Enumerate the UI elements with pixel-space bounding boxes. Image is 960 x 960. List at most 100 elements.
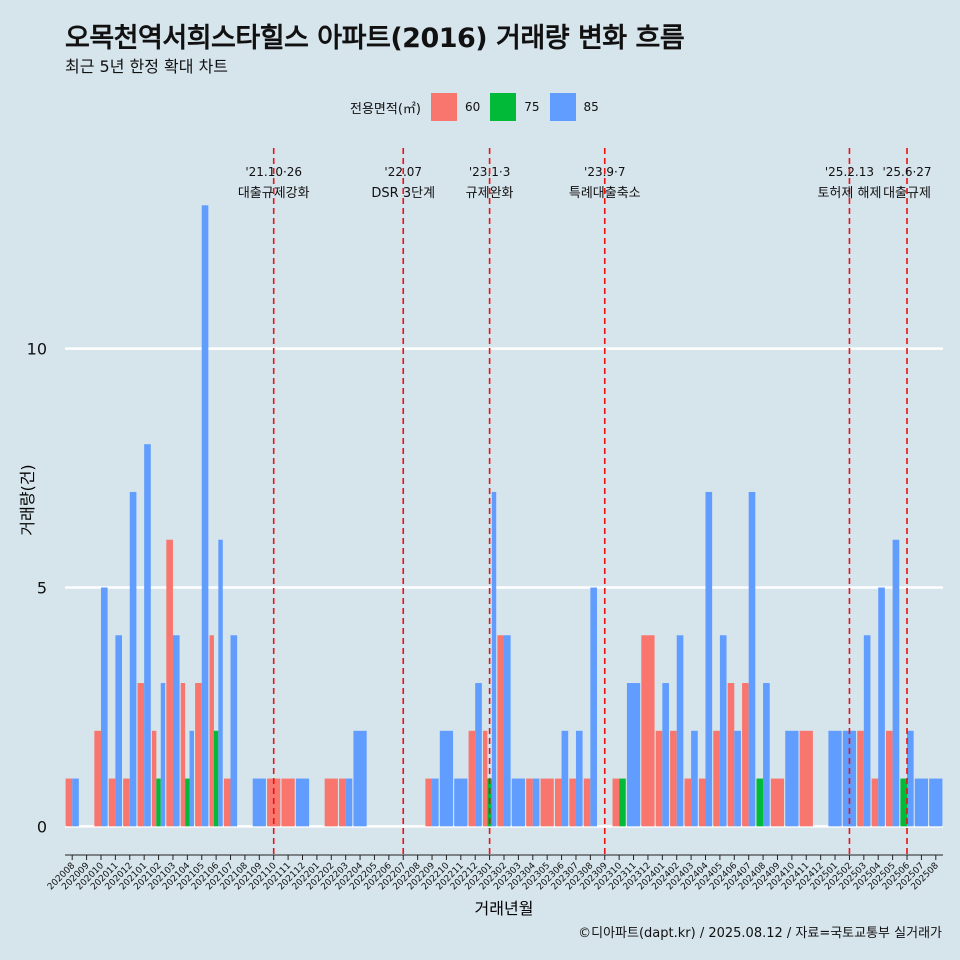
bar-202401-60 [655,730,663,827]
y-axis-title: 거래량(건) [18,464,37,535]
bar-202506-75 [900,778,908,827]
legend-swatch-60 [430,93,457,121]
event-label-202502: 토허제 해제 [817,186,881,201]
bar-202211-85 [454,778,468,827]
bar-202304-60 [526,778,533,827]
bar-202308-85 [590,587,597,827]
bar-202505-85 [892,539,900,827]
bar-202501-85 [828,730,842,827]
event-date-202110: '21.10·26 [245,165,302,179]
event-date-202301: '23.1·3 [469,165,510,179]
bar-202109-85 [252,778,266,827]
event-annotations-layer: '21.10·26 대출규제강화 '22.07 DSR 3단계 '23.1·3 규제완화 '… [238,165,932,201]
bar-202406-85 [734,730,741,827]
bar-202406-60 [727,683,735,827]
bar-202010-60 [94,730,101,827]
bar-202102-85 [160,683,166,827]
bar-202306-60 [554,778,562,827]
x-axis-title: 거래년월 [475,899,534,918]
legend-item-60: 60 [430,93,480,121]
bar-202508-85 [929,778,943,827]
bar-202103-60 [166,539,173,827]
bar-202310-75 [619,778,626,827]
bar-202304-85 [532,778,540,827]
bar-202103-85 [172,635,180,827]
bar-202106-75 [213,730,219,827]
bar-202111-60 [281,778,295,827]
bar-202405-60 [713,730,720,827]
bar-202403-60 [684,778,692,827]
y-tick-label-5: 5 [37,578,47,597]
bar-layer [65,205,943,827]
bar-202308-60 [583,778,591,827]
chart-title: 오목천역서희스타힐스 아파트(2016) 거래량 변화 흐름 [65,23,685,54]
legend-item-85: 85 [549,93,599,121]
bar-202312-60 [641,635,655,827]
event-date-202207: '22.07 [384,165,422,179]
bar-202106-85 [218,539,223,827]
bar-202507-85 [914,778,929,827]
bar-202504-85 [878,587,885,827]
bar-202008-60 [65,778,73,827]
bar-202409-60 [770,778,785,827]
bar-202408-85 [763,683,770,827]
bar-202102-60 [151,730,157,827]
bar-202404-60 [698,778,706,827]
event-label-202506: 대출규제 [883,186,931,201]
bar-202011-85 [115,635,122,827]
bar-202503-60 [857,730,864,827]
bar-202203-60 [339,778,346,827]
bar-202301-85 [491,491,497,827]
bar-202202-60 [324,778,338,827]
bar-202011-60 [108,778,116,827]
bar-202104-85 [189,730,194,827]
bar-202504-60 [871,778,879,827]
bar-202112-85 [295,778,310,827]
bar-202204-85 [353,730,367,827]
bar-202212-60 [468,730,476,827]
bar-202307-60 [569,778,576,827]
bar-202310-60 [612,778,620,827]
bar-202010-85 [100,587,108,827]
event-date-202309: '23.9·7 [584,165,625,179]
bar-202411-60 [799,730,813,827]
event-date-202502: '25.2.13 [825,165,874,179]
event-label-202207: DSR 3단계 [371,186,435,201]
bar-202012-60 [123,778,130,827]
bar-202402-85 [676,635,684,827]
legend-swatch-75 [490,93,517,121]
event-date-202506: '25.6·27 [882,165,931,179]
bar-202210-85 [439,730,454,827]
bar-202407-85 [748,491,756,827]
event-label-202301: 규제완화 [466,186,514,201]
y-tick-label-0: 0 [37,817,47,836]
legend-swatch-85 [549,93,576,121]
bar-202303-85 [511,778,526,827]
bar-202401-85 [662,683,669,827]
event-label-202110: 대출규제강화 [238,186,310,201]
bar-202405-85 [719,635,727,827]
bar-202106-60 [209,635,214,827]
bar-202402-60 [670,730,677,827]
chart-subtitle: 최근 5년 한정 확대 차트 [65,57,229,76]
bar-202302-85 [504,635,511,827]
bar-202302-60 [497,635,504,827]
bar-202503-85 [863,635,871,827]
bar-202107-85 [230,635,238,827]
bar-202305-60 [540,778,554,827]
legend: 전용면적(㎡) 60 75 85 [350,92,609,122]
bar-202203-85 [345,778,353,827]
bar-202107-60 [223,778,231,827]
legend-item-75: 75 [490,93,540,121]
bar-202209-85 [432,778,439,827]
bar-202506-85 [907,730,914,827]
y-tick-label-10: 10 [27,340,47,359]
bar-202102-75 [156,778,161,827]
bar-202307-85 [575,730,583,827]
legend-label-85: 85 [583,100,599,114]
bar-202408-75 [756,778,764,827]
bar-202403-85 [691,730,698,827]
bar-202008-85 [72,778,79,827]
event-label-202309: 특례대출축소 [569,186,641,201]
